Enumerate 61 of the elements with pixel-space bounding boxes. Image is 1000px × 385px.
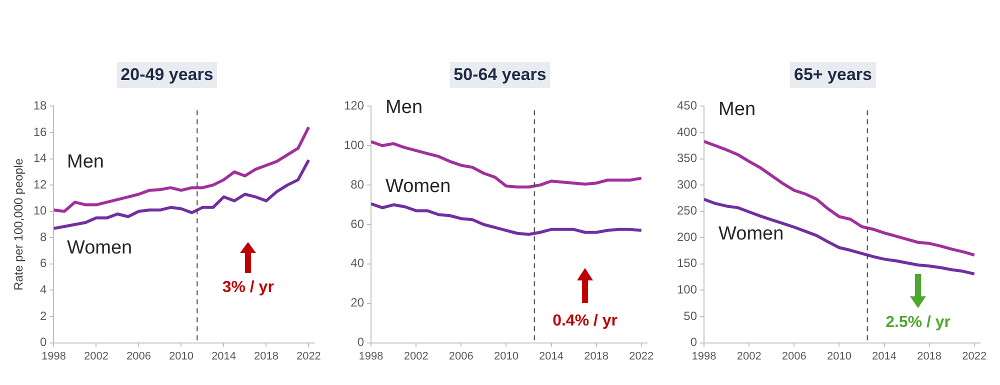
y-tick-label: 100	[676, 282, 698, 297]
x-tick-label: 2006	[782, 350, 806, 362]
y-tick-label: 60	[350, 216, 364, 231]
x-tick-label: 2002	[84, 350, 108, 362]
y-tick-label: 10	[33, 204, 48, 218]
y-tick-label: 200	[676, 230, 698, 244]
x-tick-label: 2006	[126, 350, 151, 362]
y-tick-label: 250	[676, 204, 698, 218]
y-tick-label: 300	[676, 177, 698, 192]
x-tick-label: 2014	[539, 350, 564, 362]
y-tick-label: 120	[344, 98, 364, 113]
x-tick-label: 2018	[254, 350, 278, 362]
x-tick-label: 2010	[494, 350, 518, 362]
series-label: Women	[718, 223, 784, 244]
y-tick-label: 0	[690, 335, 698, 350]
y-axis-title: Rate per 100,000 people	[12, 158, 26, 291]
y-tick-label: 100	[344, 138, 364, 152]
x-tick-label: 1998	[42, 350, 66, 362]
y-tick-label: 40	[350, 256, 364, 270]
x-tick-label: 2014	[211, 350, 236, 362]
series-label: Men	[718, 99, 756, 120]
x-tick-label: 2010	[168, 350, 194, 362]
x-tick-label: 2022	[962, 350, 987, 362]
x-tick-label: 2002	[736, 350, 762, 362]
y-tick-label: 20	[350, 296, 364, 310]
x-tick-label: 2002	[404, 350, 428, 362]
y-tick-label: 12	[33, 177, 48, 192]
y-tick-label: 2	[40, 308, 48, 323]
x-tick-label: 1998	[358, 350, 384, 362]
y-tick-label: 0	[40, 335, 48, 350]
y-tick-label: 14	[33, 151, 48, 166]
chart-title: 20-49 years	[116, 62, 218, 88]
x-tick-label: 2018	[584, 350, 609, 362]
series-label: Men	[66, 151, 104, 172]
y-tick-label: 18	[33, 98, 48, 113]
x-tick-label: 1998	[692, 350, 716, 362]
y-tick-label: 50	[684, 308, 698, 323]
annotation: 2.5% / yr	[886, 314, 951, 332]
annotation: 3% / yr	[222, 279, 274, 296]
series-label: Men	[386, 96, 423, 118]
y-tick-label: 0	[357, 335, 364, 350]
y-tick-label: 16	[33, 124, 48, 139]
x-tick-label: 2014	[872, 350, 896, 362]
y-tick-label: 400	[676, 124, 698, 139]
y-tick-label: 6	[40, 256, 48, 270]
y-tick-label: 8	[40, 230, 48, 244]
x-tick-label: 2010	[826, 350, 852, 362]
x-tick-label: 2022	[296, 350, 321, 362]
y-tick-label: 450	[676, 98, 698, 113]
x-tick-label: 2018	[917, 350, 942, 362]
x-tick-label: 2006	[448, 350, 474, 362]
y-tick-label: 350	[676, 151, 698, 166]
y-tick-label: 4	[40, 282, 48, 297]
annotation: 0.4% / yr	[552, 312, 618, 330]
chart-title: 50-64 years	[450, 62, 550, 88]
y-tick-label: 150	[676, 256, 698, 270]
x-tick-label: 2022	[629, 350, 654, 362]
y-tick-label: 80	[350, 177, 364, 192]
chart-title: 65+ years	[790, 62, 876, 88]
series-label: Women	[66, 238, 132, 259]
series-label: Women	[386, 176, 451, 198]
